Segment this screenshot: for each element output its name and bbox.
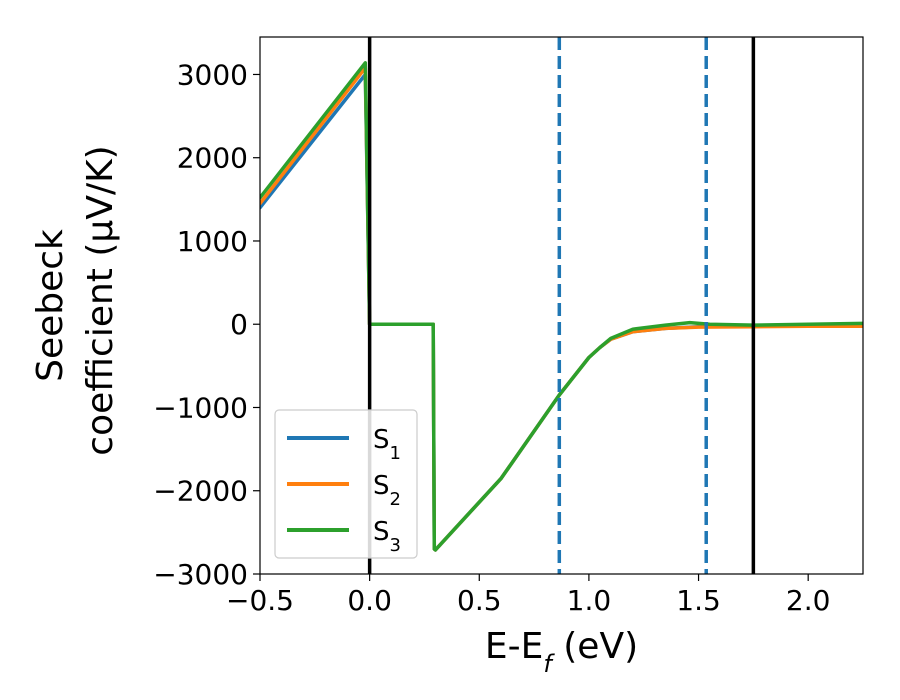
legend-label-s2: S2 bbox=[373, 471, 401, 510]
x-axis-label-main: E-E bbox=[485, 626, 543, 667]
legend-label-main: S bbox=[373, 517, 390, 547]
y-axis-label: Seebeck coefficient (μV/K) bbox=[30, 145, 121, 455]
x-tick-label: 2.0 bbox=[786, 584, 831, 617]
y-tick-label: 0 bbox=[230, 308, 248, 341]
x-tick-label: 0.5 bbox=[457, 584, 502, 617]
y-axis-label-line1: Seebeck bbox=[30, 229, 71, 382]
y-axis-label-line2: coefficient (μV/K) bbox=[80, 145, 121, 455]
legend-label-subscript: 2 bbox=[390, 489, 401, 510]
x-tick-label: −0.5 bbox=[226, 584, 294, 617]
y-tick-label: −3000 bbox=[153, 558, 248, 591]
y-tick-label: −1000 bbox=[153, 391, 248, 424]
x-tick-label: 1.0 bbox=[567, 584, 612, 617]
vertical-lines-layer bbox=[367, 37, 756, 574]
x-tick-label: 0.0 bbox=[347, 584, 392, 617]
y-tick-label: 1000 bbox=[177, 225, 248, 258]
legend-label-s3: S3 bbox=[373, 517, 401, 556]
legend-label-main: S bbox=[373, 471, 390, 501]
y-tick-label: 3000 bbox=[177, 58, 248, 91]
y-tick-label: −2000 bbox=[153, 475, 248, 508]
x-ticks-layer: −0.5 0.0 0.5 1.0 1.5 2.0 bbox=[226, 574, 830, 617]
x-axis-label-rest: (eV) bbox=[552, 626, 638, 667]
legend-label-s1: S1 bbox=[373, 425, 401, 464]
x-tick-label: 1.5 bbox=[676, 584, 721, 617]
x-axis-label: E-Ef (eV) bbox=[485, 626, 638, 678]
series-layer bbox=[260, 61, 863, 552]
y-tick-label: 2000 bbox=[177, 142, 248, 175]
legend-label-main: S bbox=[373, 425, 390, 455]
legend-label-subscript: 3 bbox=[390, 535, 401, 556]
series-line-s3 bbox=[260, 61, 863, 552]
y-ticks-layer: −3000 −2000 −1000 0 1000 2000 3000 bbox=[153, 58, 260, 591]
plot-frame bbox=[259, 36, 864, 575]
legend-label-subscript: 1 bbox=[390, 443, 401, 464]
